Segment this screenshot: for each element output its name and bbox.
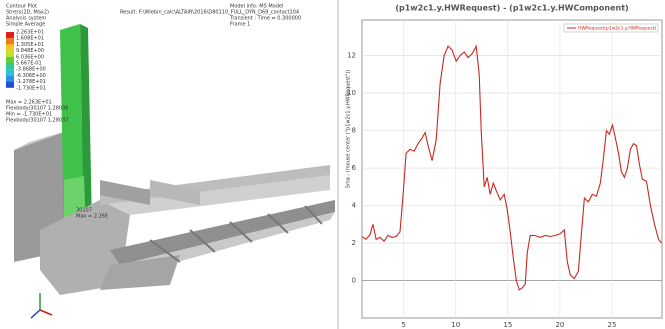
contour-info: Flexbody/30107 1.28037: [6, 118, 68, 124]
contour-band: [6, 32, 14, 38]
contour-value: 5.667E-01: [16, 61, 42, 67]
x-tick-label: 10: [451, 321, 460, 329]
legend-title: Simple Average: [6, 22, 45, 28]
contour-value: -6.306E+00: [16, 73, 46, 79]
contour-band: [6, 75, 14, 81]
y-tick-label: 6: [352, 164, 357, 172]
contour-band: [6, 51, 14, 57]
contour-value: 2.263E+01: [16, 30, 44, 36]
contour-value: 6.036E+00: [16, 54, 44, 60]
contour-value: 1.608E+01: [16, 36, 44, 42]
contour-band: [6, 38, 14, 44]
contour-value: -3.868E+00: [16, 67, 46, 73]
x-tick-label: 25: [608, 321, 617, 329]
y-tick-label: 2: [352, 239, 356, 247]
max-marker: Max = 2.26E: [76, 214, 108, 220]
contour-band: [6, 63, 14, 69]
y-tick-label: 8: [352, 127, 356, 135]
contour-value: 9.848E+00: [16, 48, 44, 54]
y-tick-label: 4: [352, 202, 357, 210]
contour-band: [6, 44, 14, 50]
contour-value: 1.305E+01: [16, 42, 44, 48]
legend-label: HWRequest(p1w2c1.y.HWRequest): [578, 26, 656, 32]
y-axis-label: Sma - (mouse center ("p1w2c1.y.HWRequest…: [346, 70, 352, 189]
contour-band: [6, 82, 14, 88]
x-tick-label: 20: [555, 321, 564, 329]
contour-band: [6, 57, 14, 63]
model-view: [14, 24, 335, 318]
y-tick-label: 12: [347, 52, 356, 60]
result-header: Frame 1: [230, 22, 250, 28]
x-tick-label: 15: [503, 321, 512, 329]
y-tick-label: 0: [352, 277, 356, 285]
plot-frame: [362, 20, 662, 318]
contour-band: [6, 69, 14, 75]
x-tick-label: 5: [401, 321, 405, 329]
screen: Model info: MS ModelResult: F:\Wiebin_ca…: [0, 0, 665, 329]
contour-value: -1.278E+01: [16, 79, 46, 85]
chart-title: (p1w2c1.y.HWRequest) - (p1w2c1.y.HWCompo…: [395, 4, 628, 13]
contour-value: -1.730E+01: [16, 85, 46, 91]
